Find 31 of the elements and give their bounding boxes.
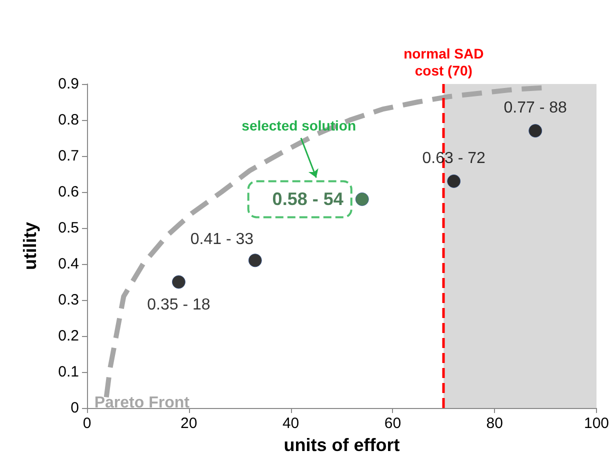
ref-line-label: normal SAD cost (70) [404, 46, 484, 78]
x-tick-label: 80 [486, 415, 503, 432]
point [355, 192, 369, 206]
y-tick-label: 0.6 [58, 184, 79, 200]
data-label: 0.41 - 33 [190, 231, 254, 248]
y-tick-label: 0.3 [58, 292, 79, 308]
y-tick-label: 0.8 [58, 112, 79, 128]
y-tick-label: 0.5 [58, 220, 79, 236]
y-axis-title: utility [20, 222, 40, 270]
y-tick-label: 0.4 [58, 256, 79, 272]
x-tick-label: 40 [282, 415, 300, 432]
y-tick-label: 0.7 [58, 148, 79, 164]
y-tick-label: 0.2 [58, 328, 79, 344]
y-tick-label: 0.1 [58, 364, 79, 380]
x-tick-label: 0 [82, 415, 92, 432]
data-label: 0.58 - 54 [272, 189, 344, 210]
series-label: Pareto Front [94, 394, 190, 412]
data-label: 0.63 - 72 [422, 150, 486, 167]
data-label: 0.77 - 88 [504, 100, 568, 117]
y-tick-label: 0.9 [58, 76, 79, 92]
x-axis-title: units of effort [284, 435, 400, 455]
x-tick-label: 60 [384, 415, 402, 432]
x-tick-label: 20 [180, 415, 198, 432]
point [172, 275, 186, 289]
y-tick-label: 0 [70, 400, 79, 416]
x-tick-label: 100 [584, 415, 609, 432]
point [248, 254, 262, 268]
annotation: selected solution [242, 117, 356, 134]
point [528, 124, 542, 138]
data-label: 0.35 - 18 [147, 296, 210, 314]
point [447, 174, 461, 188]
